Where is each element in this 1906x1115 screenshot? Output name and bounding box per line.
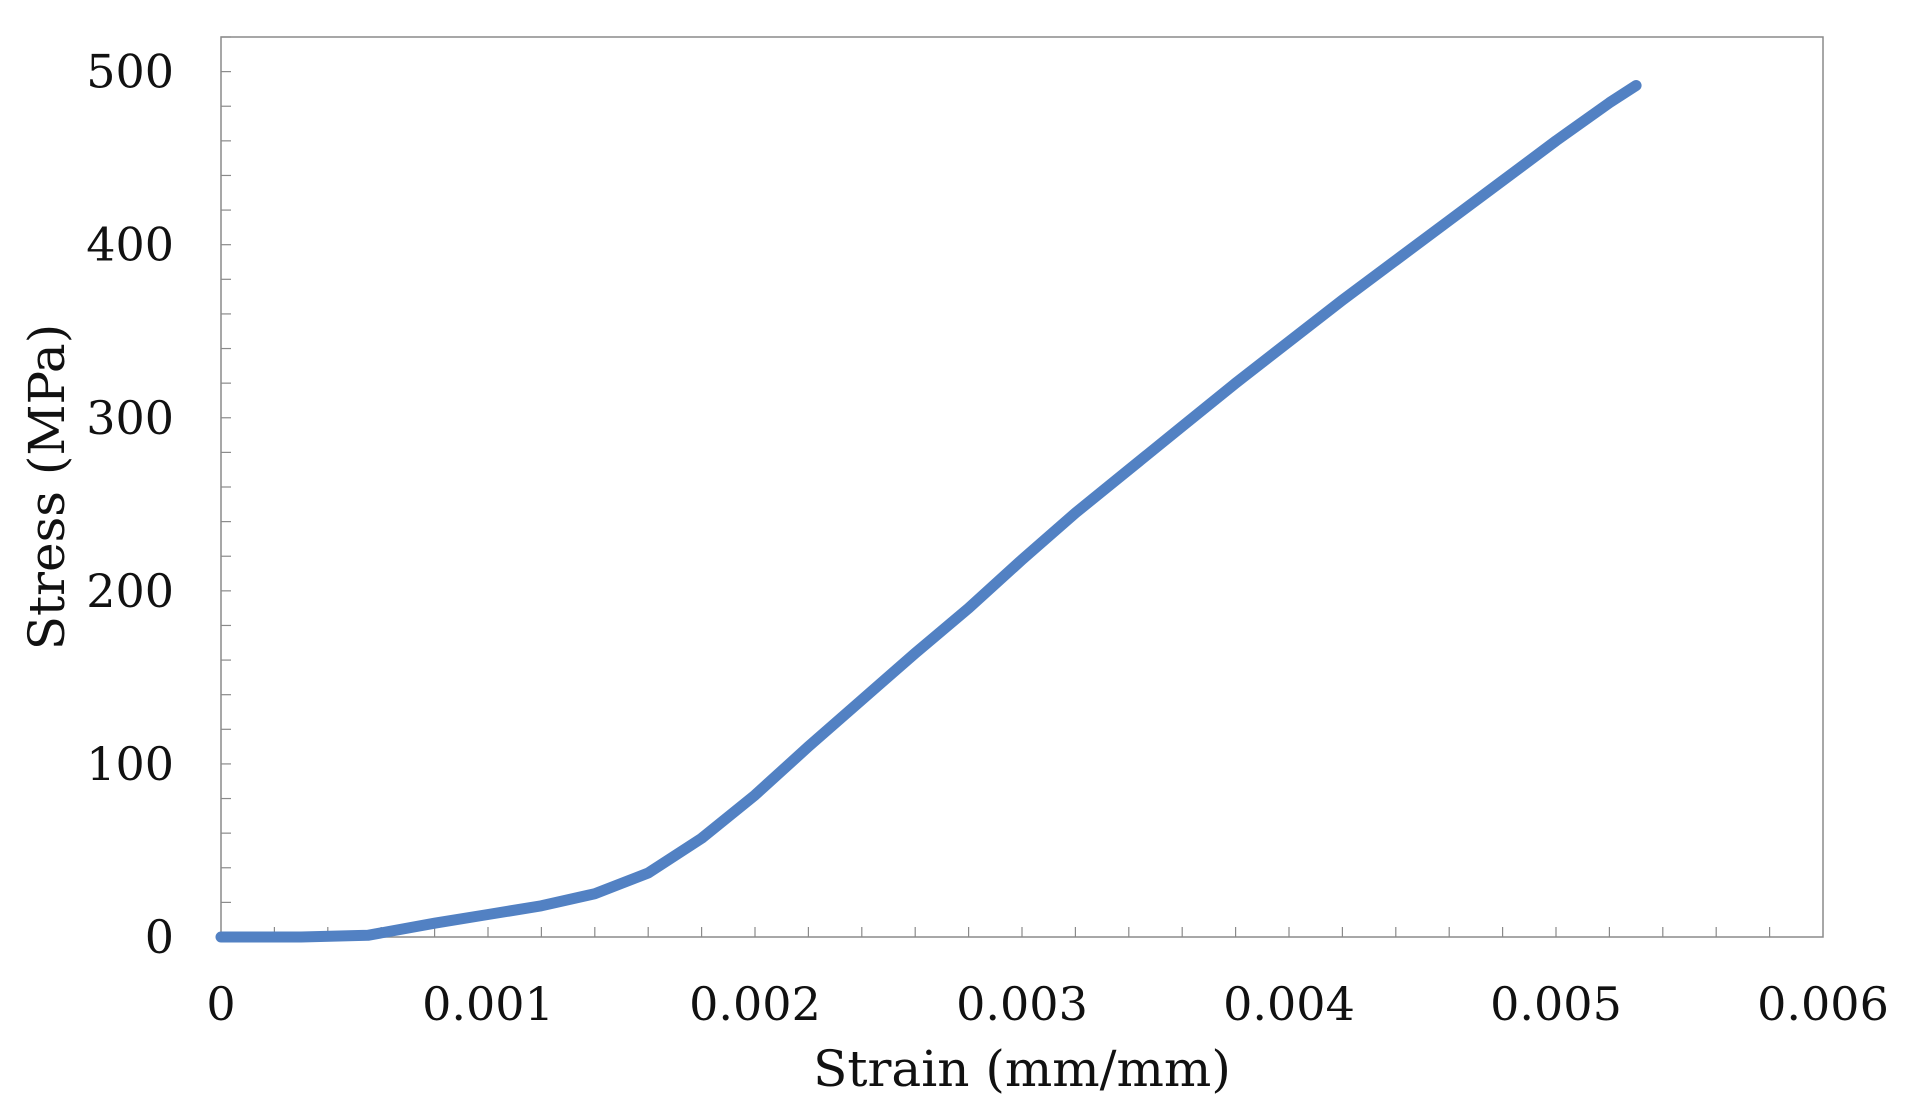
plot-area: [220, 36, 1824, 938]
x-tick-label: 0.001: [422, 977, 554, 1031]
x-tick-label: 0.003: [956, 977, 1088, 1031]
x-tick-label: 0: [206, 977, 235, 1031]
stress-strain-curve: [215, 80, 1642, 943]
y-tick-label: 200: [86, 564, 174, 618]
y-tick-label: 300: [86, 391, 174, 445]
y-tick-labels: 0 100 200 300 400 500: [86, 45, 174, 964]
x-tick-labels: 0 0.001 0.002 0.003 0.004 0.005 0.006: [206, 977, 1888, 1031]
y-tick-label: 500: [86, 45, 174, 99]
x-tick-label: 0.002: [689, 977, 821, 1031]
y-tick-label: 400: [86, 218, 174, 272]
minor-ticks: [221, 36, 1771, 937]
x-tick-label: 0.004: [1223, 977, 1355, 1031]
x-tick-label: 0.006: [1757, 977, 1889, 1031]
x-tick-label: 0.005: [1490, 977, 1622, 1031]
x-axis-label: Strain (mm/mm): [813, 1040, 1231, 1098]
y-tick-label: 0: [145, 910, 174, 964]
y-axis-label: Stress (MPa): [18, 324, 76, 650]
y-tick-label: 100: [86, 737, 174, 791]
